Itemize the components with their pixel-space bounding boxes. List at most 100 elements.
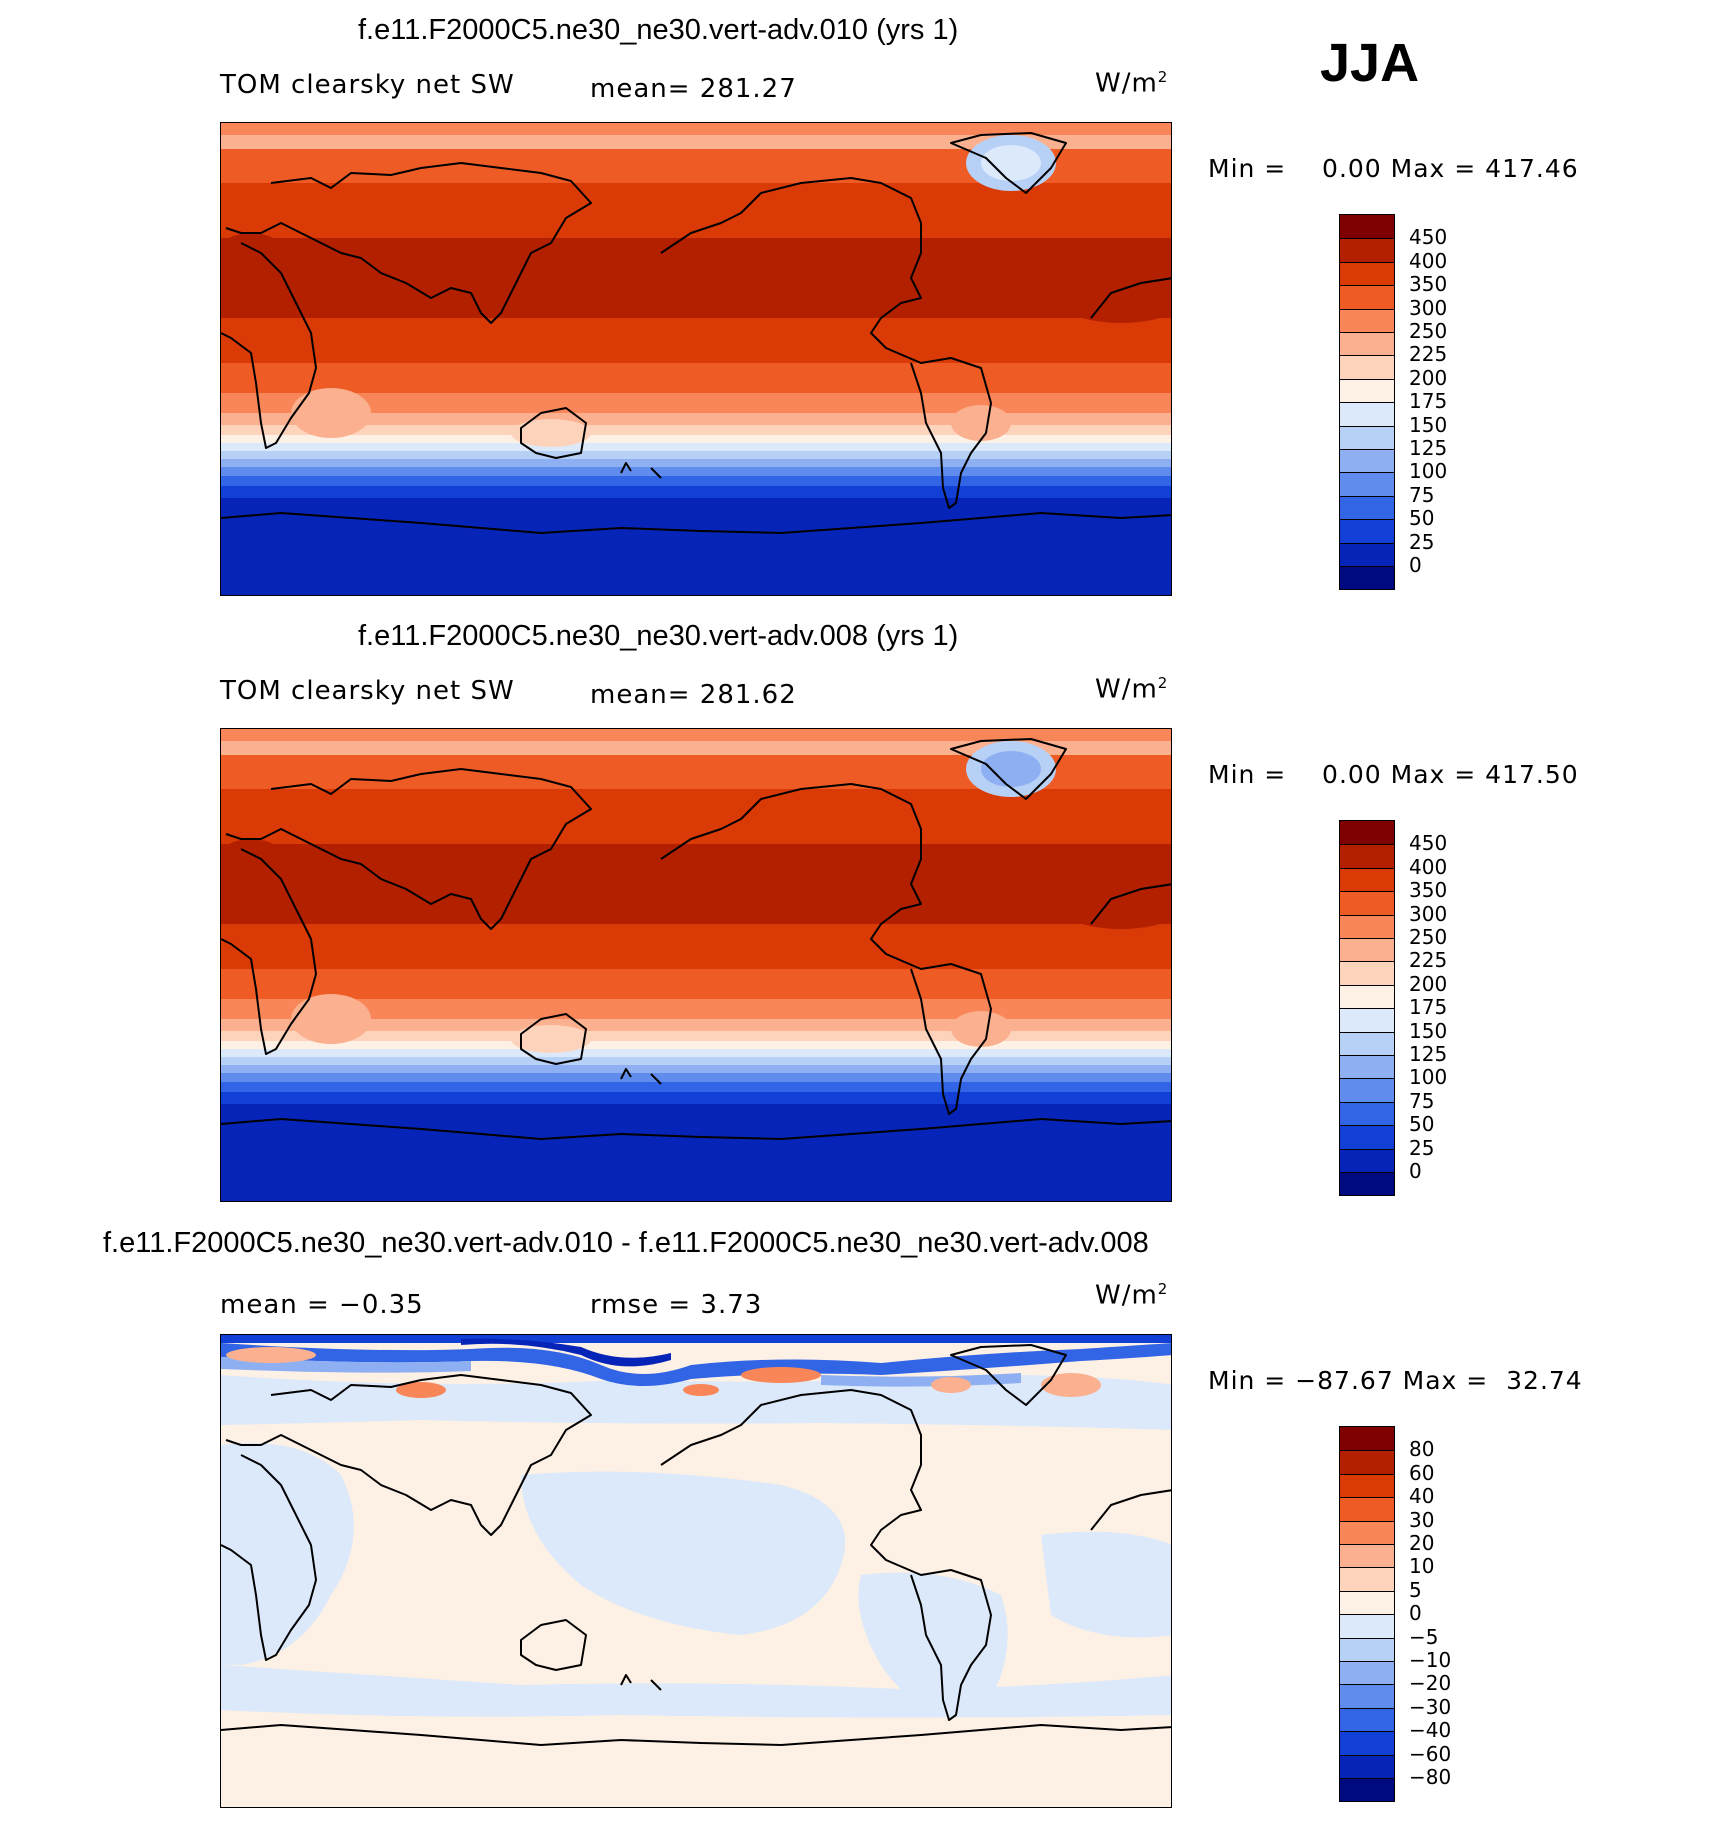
colorbar-tick-label: 250	[1409, 319, 1448, 343]
colorbar-swatch	[1340, 1473, 1394, 1498]
colorbar-swatch	[1340, 1567, 1394, 1591]
colorbar-tick-label: 20	[1409, 1531, 1435, 1555]
panel-3-mean-label: mean = −0.35	[220, 1290, 424, 1320]
colorbar-swatch	[1340, 1101, 1394, 1126]
colorbar-tick-label: 400	[1409, 854, 1448, 879]
colorbar-tick-label: 40	[1409, 1484, 1435, 1509]
colorbar-swatch	[1340, 891, 1394, 915]
colorbar-tick-label: 400	[1409, 248, 1448, 273]
panel-2-mean-label: mean= 281.62	[590, 680, 797, 710]
colorbar-tick-label: 0	[1409, 1601, 1422, 1626]
panel-3-map	[220, 1334, 1172, 1808]
colorbar-tick-label: 200	[1409, 971, 1448, 996]
colorbar-swatch	[1340, 566, 1394, 590]
colorbar-tick-label: 125	[1409, 1042, 1448, 1066]
colorbar-tick-label: 25	[1409, 529, 1435, 554]
colorbar-tick-label: 150	[1409, 1018, 1448, 1043]
colorbar-swatch	[1340, 449, 1394, 473]
colorbar-swatch	[1340, 1172, 1394, 1196]
colorbar-swatch	[1340, 1055, 1394, 1079]
panel-3-rmse-label: rmse = 3.73	[590, 1290, 763, 1320]
colorbar-tick-label: −30	[1409, 1694, 1452, 1719]
colorbar-tick-label: 50	[1409, 1112, 1435, 1137]
panel-1-units: W/m2	[1095, 68, 1169, 99]
colorbar-swatch	[1340, 402, 1394, 426]
colorbar-swatch	[1340, 1520, 1394, 1544]
colorbar-swatch	[1340, 519, 1394, 543]
colorbar-swatch	[1340, 1008, 1394, 1032]
colorbar-swatch	[1340, 1614, 1394, 1638]
colorbar-tick-label: −80	[1409, 1765, 1452, 1789]
colorbar-tick-label: 150	[1409, 412, 1448, 437]
colorbar-swatch	[1340, 821, 1394, 845]
colorbar-tick-label: 225	[1409, 948, 1448, 973]
colorbar-swatch	[1340, 867, 1394, 892]
colorbar-swatch	[1340, 1778, 1394, 1802]
colorbar-swatch	[1340, 1731, 1394, 1755]
panel-1-mean-label: mean= 281.27	[590, 74, 797, 104]
colorbar-tick-label: 60	[1409, 1460, 1435, 1485]
colorbar-swatch	[1340, 844, 1394, 868]
season-label: JJA	[1320, 33, 1420, 93]
colorbar-tick-label: −20	[1409, 1671, 1452, 1696]
colorbar-swatch	[1340, 1637, 1394, 1661]
colorbar-swatch	[1340, 1078, 1394, 1102]
panel-1-min-max: Min = 0.00 Max = 417.46	[1208, 154, 1579, 183]
colorbar-tick-label: 50	[1409, 506, 1435, 531]
colorbar-swatch	[1340, 215, 1394, 239]
colorbar-swatch	[1340, 1684, 1394, 1708]
colorbar-tick-label: 300	[1409, 901, 1448, 926]
colorbar-tick-label: 10	[1409, 1554, 1435, 1579]
colorbar-swatch	[1340, 1148, 1394, 1172]
colorbar-swatch	[1340, 308, 1394, 332]
colorbar-tick-label: 125	[1409, 436, 1448, 460]
colorbar-tick-label: 75	[1409, 482, 1435, 507]
colorbar-tick-label: 450	[1409, 831, 1448, 856]
colorbar-tick-label: −5	[1409, 1624, 1439, 1649]
colorbar-swatch	[1340, 1544, 1394, 1568]
panel-2-variable-label: TOM clearsky net SW	[220, 676, 515, 706]
panel-1-title: f.e11.F2000C5.ne30_ne30.vert-adv.010 (yr…	[358, 14, 959, 46]
colorbar-tick-label: 350	[1409, 878, 1448, 903]
colorbar-tick-label: 5	[1409, 1577, 1422, 1602]
panel-2-units: W/m2	[1095, 674, 1169, 705]
colorbar-tick-label: 100	[1409, 459, 1448, 484]
colorbar-swatch	[1340, 1497, 1394, 1521]
colorbar-tick-label: 450	[1409, 225, 1448, 250]
colorbar-tick-label: −10	[1409, 1648, 1452, 1672]
panel-2-map	[220, 728, 1172, 1202]
colorbar-tick-label: 75	[1409, 1088, 1435, 1113]
colorbar-tick-label: 350	[1409, 272, 1448, 297]
colorbar-tick-label: −60	[1409, 1741, 1452, 1766]
colorbar-swatch	[1340, 914, 1394, 938]
panel-1-map	[220, 122, 1172, 596]
colorbar-tick-label: 225	[1409, 342, 1448, 367]
colorbar-tick-label: 175	[1409, 389, 1448, 414]
colorbar-swatch	[1340, 238, 1394, 262]
colorbar-tick-label: 200	[1409, 365, 1448, 390]
colorbar-swatch	[1340, 495, 1394, 520]
panel-3-min-max: Min = −87.67 Max = 32.74	[1208, 1366, 1583, 1395]
colorbar-swatch	[1340, 1661, 1394, 1685]
colorbar-swatch	[1340, 1427, 1394, 1451]
colorbar-tick-label: 175	[1409, 995, 1448, 1020]
colorbar-swatch	[1340, 961, 1394, 985]
colorbar-swatch	[1340, 1125, 1394, 1149]
panel-3-title: f.e11.F2000C5.ne30_ne30.vert-adv.010 - f…	[103, 1227, 1149, 1259]
colorbar-swatch	[1340, 355, 1394, 379]
panel-2-title: f.e11.F2000C5.ne30_ne30.vert-adv.008 (yr…	[358, 620, 959, 652]
colorbar-swatch	[1340, 472, 1394, 496]
colorbar-tick-label: −40	[1409, 1718, 1452, 1743]
colorbar-tick-label: 0	[1409, 553, 1422, 577]
colorbar-tick-label: 250	[1409, 925, 1448, 949]
colorbar-tick-label: 30	[1409, 1507, 1435, 1532]
colorbar-swatch	[1340, 1450, 1394, 1474]
colorbar-tick-label: 25	[1409, 1135, 1435, 1160]
colorbar-swatch	[1340, 285, 1394, 309]
colorbar-swatch	[1340, 378, 1394, 403]
colorbar-tick-label: 0	[1409, 1159, 1422, 1183]
panel-1-variable-label: TOM clearsky net SW	[220, 70, 515, 100]
colorbar-swatch	[1340, 425, 1394, 449]
panel-2-min-max: Min = 0.00 Max = 417.50	[1208, 760, 1579, 789]
colorbar-tick-label: 80	[1409, 1437, 1435, 1462]
